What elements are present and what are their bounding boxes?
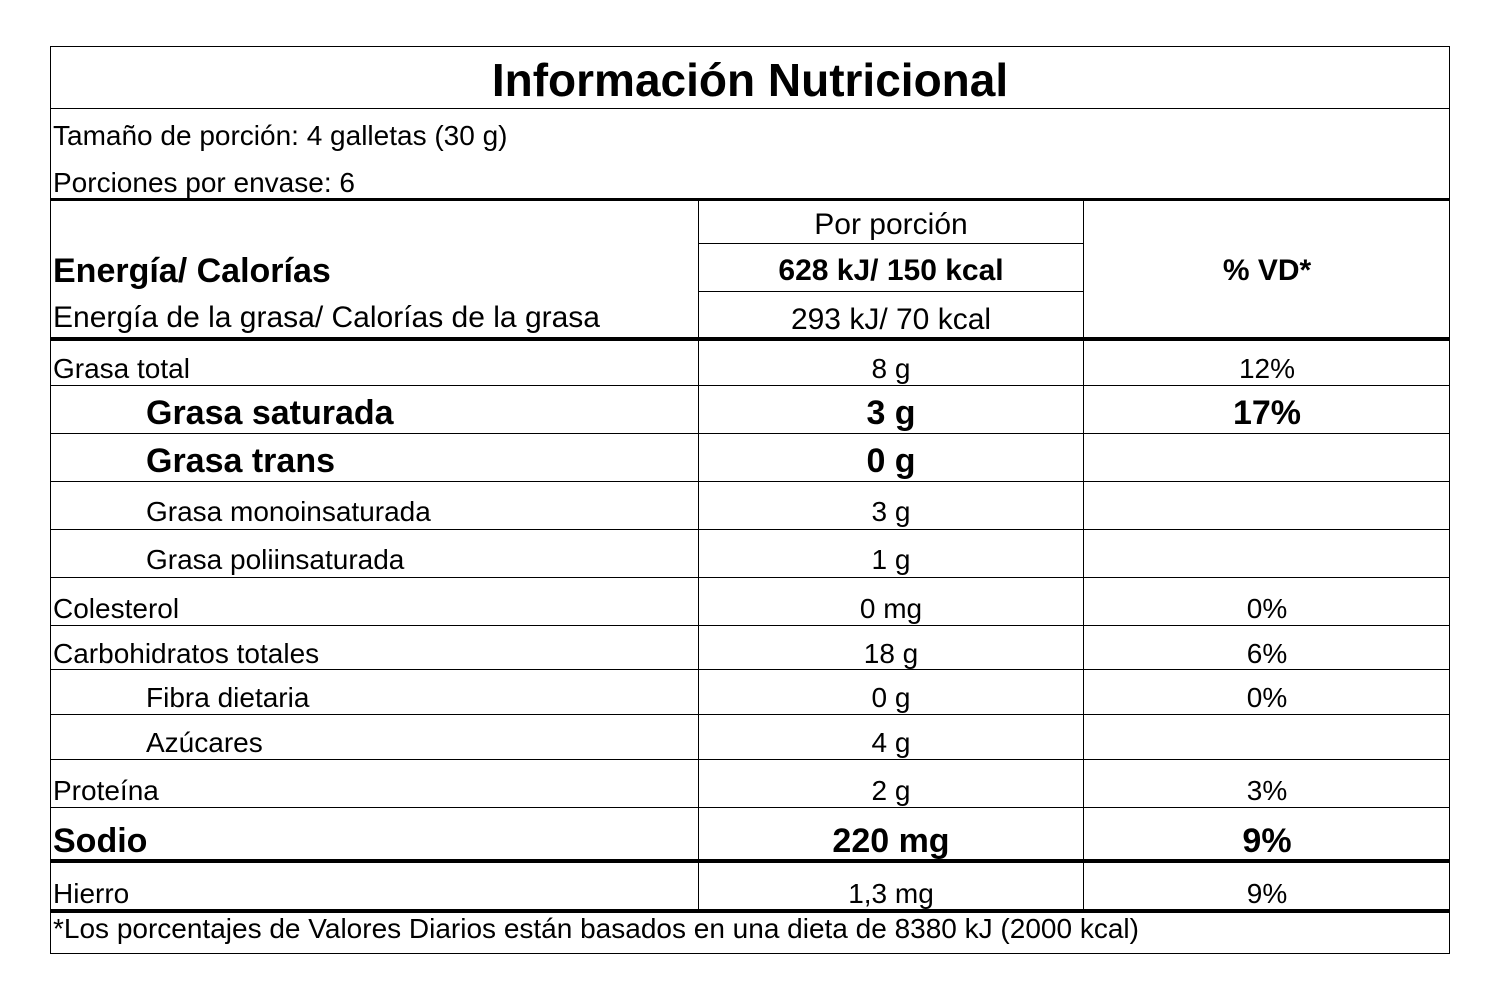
nutrient-amount: 18 g [863,638,919,669]
nutrient-label: Carbohidratos totales [53,638,320,669]
nutrient-dv: 3% [1246,775,1288,806]
nutrient-amount: 1,3 mg [848,878,934,909]
nutrient-label: Colesterol [53,593,180,624]
nutrient-label: Proteína [53,775,159,806]
nutrient-label: Hierro [53,878,130,909]
nutrient-label: Grasa poliinsaturada [146,544,405,575]
nutrient-amount: 1 g [871,544,911,575]
divider-thick [51,859,1449,863]
label-title: Información Nutricional [491,54,1009,106]
row-divider [51,433,1449,434]
nutrient-label: Grasa total [53,353,190,384]
row-divider [51,529,1449,530]
nutrient-label: Azúcares [146,727,263,758]
row-divider [51,625,1449,626]
divider-thick [51,198,1449,201]
row-divider [51,714,1449,715]
nutrient-label: Grasa trans [146,442,335,480]
nutrient-amount: 0 mg [859,593,923,624]
nutrient-dv: 12% [1238,353,1296,384]
footnote: *Los porcentajes de Valores Diarios está… [53,913,1139,944]
divider [699,243,1083,244]
nutrient-dv: 6% [1246,638,1288,669]
nutrient-label: Sodio [53,822,148,860]
nutrient-label: Fibra dietaria [146,682,310,713]
nutrient-label: Grasa saturada [146,394,394,432]
nutrient-amount: 220 mg [832,822,950,860]
divider-thick [51,909,1449,913]
nutrient-amount: 0 g [871,682,911,713]
fat-energy-value: 293 kJ/ 70 kcal [790,303,992,336]
row-divider [51,385,1449,386]
nutrient-dv: 9% [1242,822,1292,860]
servings-per-container: Porciones por envase: 6 [53,167,355,198]
nutrient-amount: 0 g [866,442,916,480]
divider [51,108,1449,109]
energy-label: Energía/ Calorías [53,252,331,290]
nutrient-amount: 3 g [871,496,911,527]
row-divider [51,807,1449,808]
dv-header: % VD* [1222,254,1312,287]
divider-thick [51,337,1449,341]
nutrient-amount: 4 g [871,727,911,758]
nutrient-amount: 2 g [871,775,911,806]
divider [699,291,1083,292]
column-divider [1083,201,1084,909]
nutrient-label: Grasa monoinsaturada [146,496,431,527]
nutrient-dv: 17% [1232,394,1302,432]
row-divider [51,669,1449,670]
nutrient-amount: 3 g [866,394,916,432]
column-divider [698,201,699,909]
nutrient-dv: 0% [1246,593,1288,624]
row-divider [51,481,1449,482]
nutrient-dv: 9% [1246,878,1288,909]
row-divider [51,759,1449,760]
nutrition-facts-label: Información Nutricional Tamaño de porció… [50,46,1450,954]
serving-size: Tamaño de porción: 4 galletas (30 g) [53,120,508,151]
nutrient-dv: 0% [1246,682,1288,713]
row-divider [51,577,1449,578]
per-serving-header: Por porción [814,208,968,241]
energy-value: 628 kJ/ 150 kcal [778,254,1004,287]
fat-energy-label: Energía de la grasa/ Calorías de la gras… [53,301,600,334]
nutrient-amount: 8 g [871,353,911,384]
